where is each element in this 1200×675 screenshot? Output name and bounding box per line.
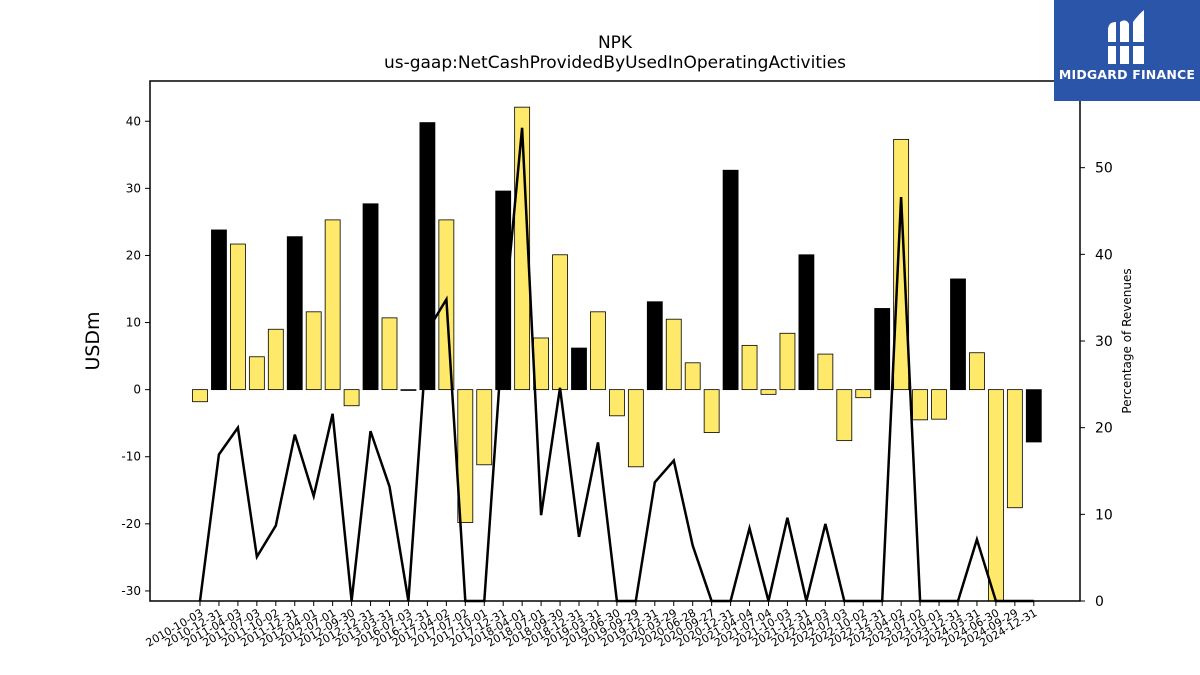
bar-2023-04-02 [893, 138, 910, 391]
y2-axis-label: Percentage of Revenues [1120, 268, 1134, 413]
bar-2016-12-31 [419, 122, 436, 391]
chart-title: NPK [598, 33, 633, 53]
logo-text: MIDGARD FINANCE [1058, 67, 1196, 82]
y2-axis-ticks: 0 10 20 30 40 50 [1080, 161, 1113, 610]
bar-2023-10-01 [931, 389, 947, 420]
bar-2024-12-31 [1025, 389, 1042, 443]
bar-2011-04-03 [229, 243, 246, 391]
y-tick-label: 20 [126, 248, 141, 262]
x-axis-ticks: 2010-10-032010-12-312011-04-032011-07-03… [144, 601, 1039, 650]
bar-2021-04-04 [741, 344, 758, 391]
bar-2022-04-03 [817, 353, 834, 391]
y2-tick-label: 40 [1095, 247, 1113, 263]
bar-2020-12-31 [722, 169, 739, 391]
bar-2017-12-31 [495, 190, 512, 391]
bar-2018-12-31 [571, 347, 587, 391]
midgard-logo-icon [1106, 10, 1146, 64]
bar-2020-09-27 [703, 389, 720, 433]
bar-2024-06-30 [988, 389, 1004, 602]
bar-2017-07-02 [457, 389, 474, 523]
y2-tick-label: 30 [1095, 334, 1113, 350]
bar-2018-09-30 [552, 254, 568, 391]
bar-series [192, 106, 1042, 602]
bar-2010-12-31 [211, 229, 227, 391]
bar-2024-09-29 [1006, 389, 1023, 509]
bar-2016-07-03 [400, 389, 417, 391]
bar-2021-07-04 [760, 389, 777, 395]
bar-2011-10-02 [267, 328, 284, 391]
bar-2019-06-30 [609, 389, 625, 417]
bar-2020-03-29 [665, 318, 682, 391]
bar-2019-03-31 [590, 311, 606, 391]
bar-2012-04-01 [305, 311, 322, 391]
bar-2012-12-31 [362, 203, 379, 391]
bar-2019-09-29 [627, 389, 644, 468]
y-tick-label: 10 [126, 316, 141, 330]
bar-2010-10-03 [192, 389, 208, 403]
y-tick-label: -10 [121, 450, 141, 464]
bar-2011-12-31 [286, 236, 303, 391]
bar-2013-03-31 [381, 317, 398, 391]
bar-2012-09-30 [343, 389, 360, 407]
y-tick-label: 40 [126, 114, 141, 128]
y2-tick-label: 50 [1095, 161, 1113, 177]
bar-2023-12-31 [950, 278, 966, 391]
bar-2011-07-03 [248, 356, 265, 391]
bar-2022-12-31 [874, 308, 891, 391]
bar-2012-07-01 [324, 219, 341, 391]
bar-2022-10-02 [855, 389, 872, 399]
y-axis-ticks: -30 -20 -10 0 10 20 30 40 [121, 114, 150, 598]
bar-2017-10-01 [476, 389, 493, 466]
bar-2021-10-03 [779, 332, 796, 391]
bar-2020-06-28 [684, 362, 701, 391]
y2-tick-label: 10 [1095, 507, 1113, 523]
chart-subtitle: us-gaap:NetCashProvidedByUsedInOperating… [384, 53, 846, 73]
bar-2021-12-31 [798, 254, 815, 391]
y-axis-label: USDm [82, 311, 104, 370]
y-tick-label: 30 [126, 181, 141, 195]
y-tick-label: -30 [121, 584, 141, 598]
bar-2022-07-03 [836, 389, 853, 442]
y2-tick-label: 0 [1095, 594, 1104, 610]
bar-2019-12-31 [646, 301, 663, 391]
y-tick-label: -20 [121, 517, 141, 531]
bar-2024-03-31 [969, 352, 985, 391]
bar-2018-07-01 [533, 337, 549, 391]
midgard-finance-logo: MIDGARD FINANCE [1054, 0, 1200, 101]
bar-2023-07-02 [912, 389, 928, 421]
y-tick-label: 0 [133, 383, 141, 397]
y2-tick-label: 20 [1095, 421, 1113, 437]
